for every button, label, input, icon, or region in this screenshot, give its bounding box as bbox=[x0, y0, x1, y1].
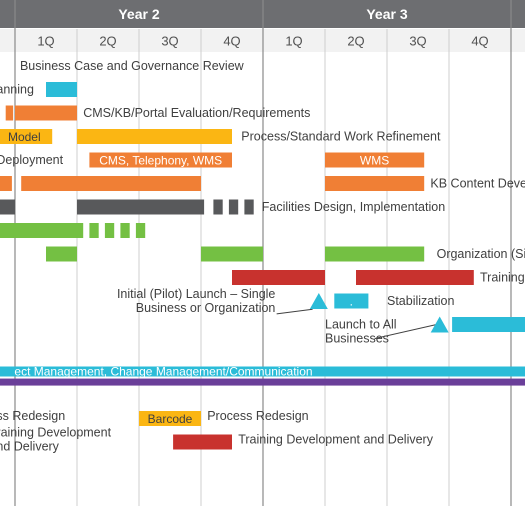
quarter-label-7: 4Q bbox=[471, 34, 488, 49]
task-label-7: Organization (Si bbox=[437, 247, 525, 261]
task-label-11: Process Redesign bbox=[207, 409, 308, 423]
task-label-8: Training bbox=[480, 271, 525, 285]
task-bar-17 bbox=[104, 223, 115, 238]
callout-label-0-line-0: Initial (Pilot) Launch – Single bbox=[117, 287, 275, 301]
program-band-label-0: ect Management, Change Management/Commun… bbox=[14, 365, 312, 379]
task-label-6: Facilities Design, Implementation bbox=[262, 200, 445, 214]
task-bar-5 bbox=[89, 152, 233, 168]
quarter-label-0: 1Q bbox=[37, 34, 54, 49]
quarter-label-6: 3Q bbox=[409, 34, 426, 49]
milestone-triangle-1 bbox=[430, 316, 449, 333]
task-labels: Business Case and Governance Review annin… bbox=[0, 59, 525, 454]
task-bar-24 bbox=[356, 270, 474, 285]
timeline-header: Year 2 Year 3 1Q 2Q 3Q 4Q 1Q 2Q 3Q 4Q bbox=[37, 6, 488, 49]
task-label-9: Stabilization bbox=[387, 294, 454, 308]
callout-label-1-line-1: Businesses bbox=[325, 332, 389, 346]
task-label-0: Business Case and Governance Review bbox=[20, 59, 245, 73]
callout-label-1-line-0: Launch to All bbox=[325, 318, 397, 332]
task-label-2: CMS/KB/Portal Evaluation/Requirements bbox=[83, 106, 310, 120]
task-bar-15 bbox=[0, 223, 84, 238]
task-bar-28 bbox=[173, 434, 232, 450]
quarter-label-3: 4Q bbox=[223, 34, 240, 49]
task-bar-19 bbox=[135, 223, 146, 238]
callout-label-2-line-0: raining Development bbox=[0, 426, 112, 440]
connector-line-1 bbox=[374, 324, 437, 340]
task-bar-23 bbox=[232, 270, 325, 285]
callout-label-2-line-1: nd Delivery bbox=[0, 440, 60, 454]
task-bar-label-6: WMS bbox=[360, 154, 389, 168]
task-bar-26 bbox=[452, 317, 525, 332]
task-bar-2 bbox=[15, 105, 77, 121]
task-label-5: KB Content Deve bbox=[430, 177, 525, 191]
task-bar-18 bbox=[120, 223, 130, 238]
quarter-label-5: 2Q bbox=[347, 34, 364, 49]
milestones bbox=[309, 293, 449, 333]
program-bands: ect Management, Change Management/Commun… bbox=[0, 365, 525, 386]
year-label-1: Year 3 bbox=[366, 6, 407, 22]
task-bar-16 bbox=[89, 223, 99, 238]
task-label-12: Training Development and Delivery bbox=[238, 433, 434, 447]
quarter-label-1: 2Q bbox=[99, 34, 116, 49]
callout-label-0-line-1: Business or Organization bbox=[136, 301, 276, 315]
quarter-label-2: 3Q bbox=[161, 34, 178, 49]
task-bar-25 bbox=[334, 293, 369, 309]
task-bar-1 bbox=[5, 105, 14, 121]
task-bar-label-27: Barcode bbox=[148, 412, 193, 426]
task-bar-27 bbox=[139, 411, 201, 426]
task-bar-label-25: . bbox=[350, 295, 353, 309]
task-bar-9 bbox=[325, 176, 425, 191]
task-bar-0 bbox=[46, 82, 77, 97]
program-band-1 bbox=[0, 378, 525, 386]
task-bars: Model CMS, Telephony, WMS WMS. Barcode bbox=[0, 82, 525, 450]
task-bar-7 bbox=[0, 176, 12, 191]
task-bar-13 bbox=[228, 199, 239, 215]
task-label-3: Process/Standard Work Refinement bbox=[241, 130, 441, 144]
task-bar-label-3: Model bbox=[8, 130, 41, 144]
task-label-1: anning bbox=[0, 83, 34, 97]
connector-line-0 bbox=[276, 308, 313, 315]
task-label-4: Deployment bbox=[0, 153, 64, 167]
task-bar-8 bbox=[21, 176, 202, 191]
task-bar-11 bbox=[77, 199, 205, 215]
task-bar-12 bbox=[213, 199, 223, 215]
year-label-0: Year 2 bbox=[118, 6, 159, 22]
task-bar-label-5: CMS, Telephony, WMS bbox=[99, 154, 222, 168]
task-bar-3 bbox=[0, 129, 53, 144]
task-bar-14 bbox=[244, 199, 254, 215]
task-bar-4 bbox=[77, 129, 232, 144]
quarter-label-4: 1Q bbox=[285, 34, 302, 49]
task-bar-22 bbox=[325, 246, 425, 262]
task-bar-21 bbox=[201, 246, 263, 262]
task-bar-10 bbox=[0, 199, 16, 215]
task-bar-20 bbox=[46, 246, 77, 262]
program-band-0 bbox=[0, 366, 525, 377]
task-bar-6 bbox=[325, 152, 425, 168]
milestone-triangle-0 bbox=[309, 293, 328, 309]
task-label-10: ss Redesign bbox=[0, 409, 65, 423]
